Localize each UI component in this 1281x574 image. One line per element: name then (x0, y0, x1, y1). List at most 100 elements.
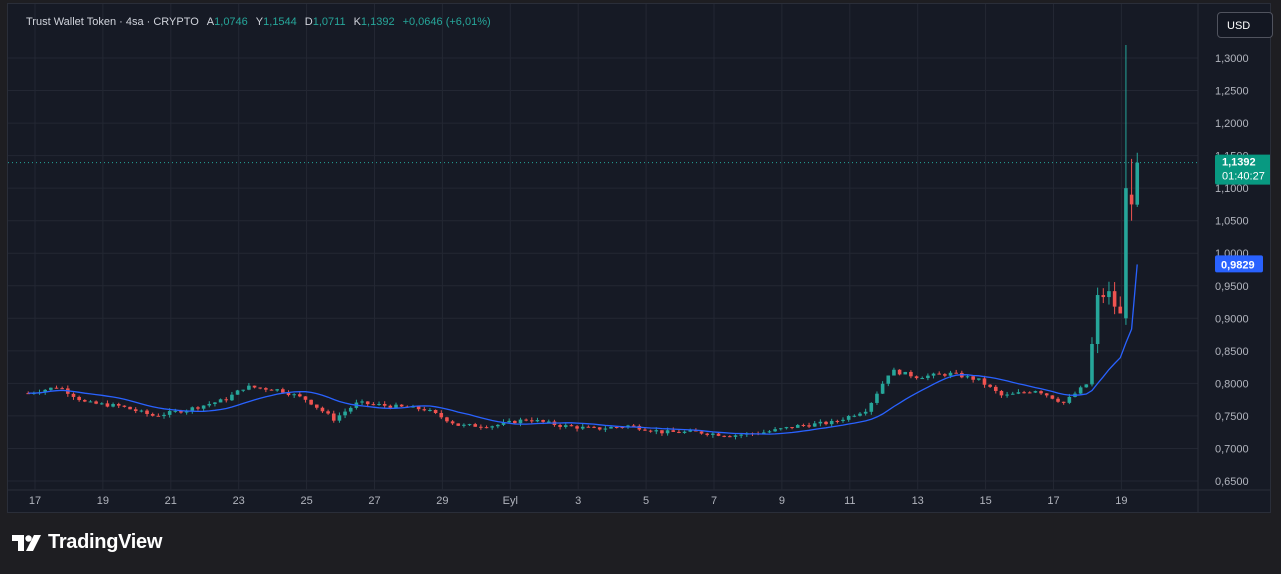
candle-body (1005, 394, 1009, 396)
price-badge (1215, 154, 1270, 185)
candle-body (699, 431, 704, 434)
candle-body (394, 404, 398, 408)
candle-body (1129, 194, 1134, 205)
candle-body (1010, 393, 1015, 395)
candle-body (309, 399, 313, 405)
x-axis: 17 19 21 23 25 27 29 Eyl 3 5 7 9 11 13 15 17 19 (29, 495, 1128, 507)
candle-body (818, 421, 823, 424)
open-value: 1,0746 (214, 16, 248, 28)
candle-body (207, 403, 212, 406)
close-label: K (353, 16, 361, 28)
candle-body (835, 420, 840, 422)
candle-body (298, 394, 302, 397)
y-tick-label: 1,0500 (1215, 216, 1249, 228)
candle-body (258, 387, 263, 389)
candle-body (909, 371, 913, 377)
candle-body (1022, 392, 1026, 394)
y-tick-label: 0,7000 (1215, 443, 1249, 455)
candle-body (105, 403, 110, 407)
candle-body (982, 378, 987, 385)
low-label: D (304, 16, 313, 28)
candle-body (218, 399, 223, 403)
candle-body (365, 401, 370, 405)
candle-body (829, 420, 834, 425)
candle-body (733, 435, 738, 437)
candle-body (999, 390, 1004, 396)
open-label: A (206, 16, 215, 28)
candle-body (60, 388, 64, 390)
candle-body (43, 389, 47, 393)
candle-body (133, 409, 138, 412)
candle-body (846, 416, 851, 420)
candle-body (54, 387, 59, 389)
candle-body (971, 376, 975, 380)
candle-body (609, 426, 613, 429)
candle-body (863, 411, 868, 414)
tradingview-logo[interactable]: TradingView (12, 531, 162, 554)
candle-body (648, 430, 653, 432)
chart-panel[interactable]: 1,30001,25001,20001,15001,10001,05001,00… (7, 3, 1273, 513)
candle-body (841, 419, 845, 422)
candle-body (88, 401, 93, 403)
candle-body (705, 433, 710, 435)
candle-body (773, 429, 777, 432)
candle-body (1101, 295, 1106, 298)
candle-body (926, 375, 930, 379)
candle-body (501, 422, 506, 425)
x-tick-label: 21 (165, 495, 177, 507)
candle-body (167, 411, 172, 415)
price-labels: 1,1392 01:40:27 0,9829 (8, 154, 1270, 273)
candle-body (824, 421, 828, 425)
candle-body (139, 410, 144, 412)
currency-button[interactable]: USD (1217, 12, 1273, 38)
x-tick-label: 15 (979, 495, 991, 507)
y-tick-label: 0,9500 (1215, 281, 1249, 293)
y-axis: 1,30001,25001,20001,15001,10001,05001,00… (1215, 53, 1249, 488)
x-tick-label: 25 (300, 495, 312, 507)
candle-body (597, 427, 602, 430)
candle-body (371, 404, 376, 406)
x-tick-label: 23 (233, 495, 245, 507)
candle-body (275, 389, 279, 391)
candle-body (111, 404, 115, 407)
candle-body (801, 425, 806, 427)
candle-body (196, 407, 200, 409)
candle-body (122, 405, 127, 407)
x-tick-label: 17 (1047, 495, 1059, 507)
candle-body (213, 402, 217, 404)
candle-body (445, 417, 449, 422)
high-label: Y (255, 16, 264, 28)
candle-body (162, 414, 166, 417)
candle-body (190, 407, 195, 411)
candle-body (99, 403, 104, 405)
candle-body (1084, 384, 1089, 388)
candle-body (688, 430, 693, 432)
candle-body (314, 404, 319, 408)
candle-body (530, 420, 534, 422)
candle-body (484, 427, 489, 429)
candle-body (812, 423, 817, 427)
candle-body (694, 430, 698, 432)
tradingview-logo-icon (12, 534, 41, 551)
x-tick-label: 9 (779, 495, 785, 507)
price-chart[interactable]: 1,30001,25001,20001,15001,10001,05001,00… (8, 4, 1270, 512)
y-tick-label: 1,2500 (1215, 86, 1249, 98)
candle-body (965, 376, 970, 378)
candle-body (948, 372, 953, 376)
candle-body (450, 421, 455, 424)
candle-body (1044, 393, 1049, 396)
candle-body (761, 432, 766, 434)
candle-body (513, 420, 517, 424)
candle-body (903, 371, 908, 375)
candle-body (462, 424, 466, 426)
price-badge-countdown: 01:40:27 (1222, 171, 1265, 183)
moving-average-line (28, 264, 1138, 435)
candle-body (592, 426, 596, 428)
candle-body (343, 411, 347, 416)
candle-body (49, 387, 53, 390)
candle-body (654, 430, 659, 432)
candle-body (620, 427, 625, 429)
symbol-name[interactable]: Trust Wallet Token · 4sa · CRYPTO (26, 16, 199, 28)
candle-body (728, 436, 732, 438)
x-tick-label: 11 (844, 495, 855, 507)
